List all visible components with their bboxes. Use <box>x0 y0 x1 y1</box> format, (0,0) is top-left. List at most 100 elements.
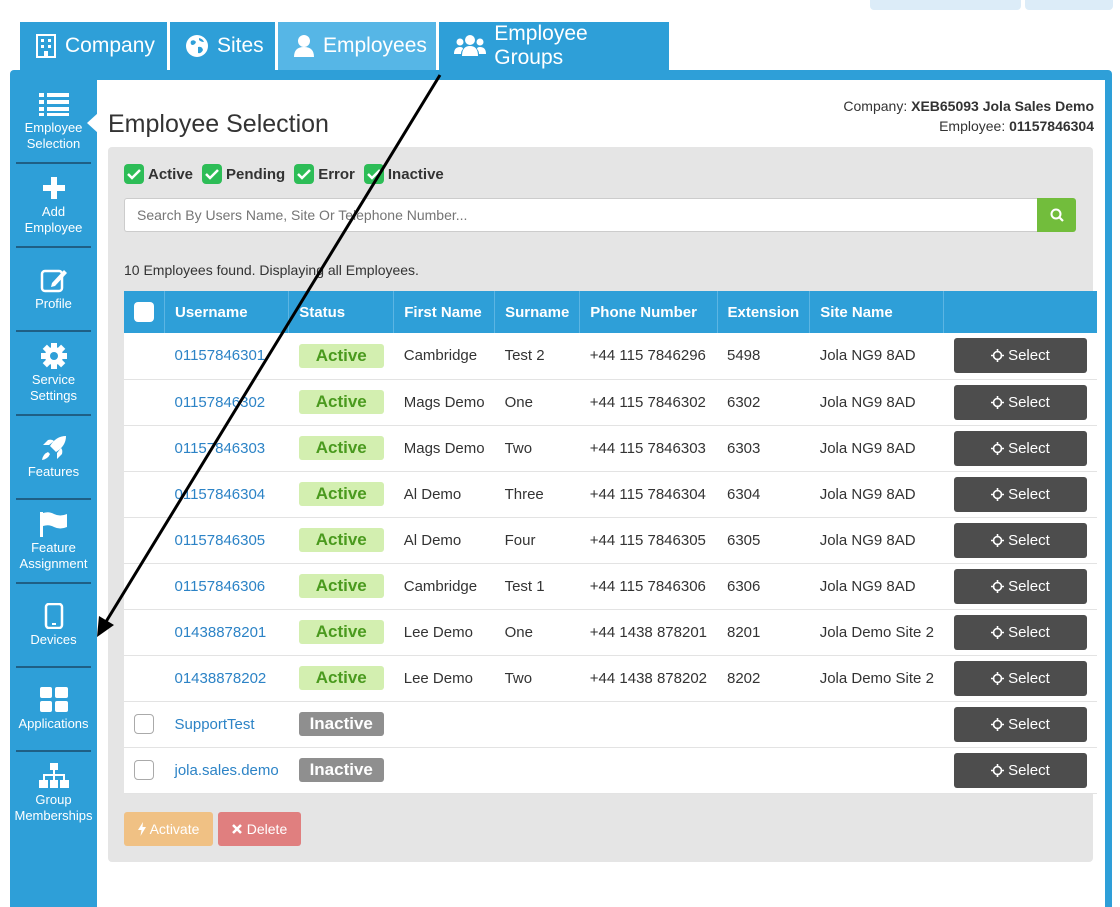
search-input[interactable] <box>124 198 1037 232</box>
extension-cell: 6305 <box>727 531 761 549</box>
header-first-name[interactable]: First Name <box>393 291 496 333</box>
status-badge: Active <box>298 574 384 598</box>
filter-label: Active <box>148 165 194 183</box>
table-row[interactable]: 01157846306 Active Cambridge Test 1 +44 115 … <box>124 563 1097 609</box>
top-toolbar-button-stub[interactable] <box>870 0 1021 10</box>
sidebar-item-employee-selection[interactable]: Employee Selection <box>10 80 98 162</box>
table-row[interactable]: 01157846302 Active Mags Demo One +44 115 784… <box>124 379 1097 425</box>
filter-pending[interactable]: Pending <box>202 164 285 184</box>
rocket-icon <box>40 434 68 462</box>
select-button[interactable]: Select <box>953 706 1087 742</box>
table-row[interactable]: 01438878201 Active Lee Demo One +44 1438 878… <box>124 609 1097 655</box>
header-status[interactable]: Status <box>288 291 395 333</box>
header-username[interactable]: Username <box>164 291 290 333</box>
bulk-actions: Activate Delete <box>124 812 301 846</box>
phone-number-cell: +44 115 7846302 <box>589 393 706 411</box>
username-link[interactable]: 01157846301 <box>174 347 266 365</box>
checkbox-checked-icon[interactable] <box>363 164 384 184</box>
header-select-all[interactable] <box>124 291 165 333</box>
checkbox-checked-icon[interactable] <box>202 164 223 184</box>
first-name-cell: Cambridge <box>403 577 478 595</box>
select-all-checkbox[interactable] <box>134 302 154 322</box>
filter-error[interactable]: Error <box>294 164 355 184</box>
select-button[interactable]: Select <box>953 614 1087 650</box>
phone-number-cell: +44 115 7846296 <box>589 347 706 365</box>
sidebar-item-add-employee[interactable]: Add Employee <box>10 164 97 246</box>
row-checkbox[interactable] <box>134 714 154 734</box>
checkbox-checked-icon[interactable] <box>294 164 315 184</box>
delete-button[interactable]: Delete <box>218 812 301 846</box>
extension-cell: 6303 <box>727 439 761 457</box>
phone-number-cell: +44 1438 878201 <box>589 623 707 641</box>
first-name-cell <box>394 701 495 747</box>
surname-cell: One <box>504 393 533 411</box>
crosshair-icon <box>991 763 1005 777</box>
sidebar-item-devices[interactable]: Devices <box>10 584 97 666</box>
status-cell: Active <box>289 425 394 471</box>
search-icon <box>1050 208 1064 222</box>
table-row[interactable]: 01157846303 Active Mags Demo Two +44 115 784… <box>124 425 1097 471</box>
header-surname[interactable]: Surname <box>494 291 581 333</box>
tab-company[interactable]: Company <box>20 22 167 70</box>
status-cell: Inactive <box>289 747 394 793</box>
table-row[interactable]: 01438878202 Active Lee Demo Two +44 1438 878… <box>124 655 1097 701</box>
sidebar-item-features[interactable]: Features <box>10 416 97 498</box>
sidebar-item-service-settings[interactable]: Service Settings <box>10 332 97 414</box>
header-site-name[interactable]: Site Name <box>809 291 945 333</box>
username-link[interactable]: 01157846306 <box>174 577 266 595</box>
activate-button[interactable]: Activate <box>124 812 213 846</box>
username-link[interactable]: 01157846305 <box>174 531 266 549</box>
select-cell: Select <box>944 517 1097 563</box>
username-link[interactable]: jola.sales.demo <box>174 761 279 779</box>
phone-number-cell: +44 115 7846303 <box>589 439 706 457</box>
gear-icon <box>40 342 67 370</box>
select-label: Select <box>1008 393 1050 411</box>
sidebar-divider <box>16 246 91 248</box>
select-button[interactable]: Select <box>953 430 1087 466</box>
table-row[interactable]: 01157846304 Active Al Demo Three +44 115 784… <box>124 471 1097 517</box>
tab-employees[interactable]: Employees <box>278 22 436 70</box>
username-link[interactable]: 01438878201 <box>174 623 267 641</box>
select-button[interactable]: Select <box>953 522 1087 558</box>
company-value: XEB65093 Jola Sales Demo <box>911 98 1094 114</box>
sidebar-divider <box>16 582 91 584</box>
filter-inactive[interactable]: Inactive <box>363 164 444 184</box>
tab-sites[interactable]: Sites <box>170 22 275 70</box>
tab-employee-groups[interactable]: Employee Groups <box>439 22 669 70</box>
site-name-cell: Jola NG9 8AD <box>819 393 916 411</box>
username-link[interactable]: 01157846304 <box>174 485 266 503</box>
bolt-icon <box>137 822 146 836</box>
status-cell: Active <box>289 379 394 425</box>
sidebar-item-feature-assignment[interactable]: Feature Assignment <box>10 500 97 582</box>
close-icon <box>231 824 242 834</box>
username-link[interactable]: SupportTest <box>174 715 255 733</box>
select-button[interactable]: Select <box>953 568 1087 604</box>
sidebar-item-applications[interactable]: Applications <box>10 668 97 750</box>
main-tabs: Company Sites Employees Employee Groups <box>20 22 669 70</box>
filter-active[interactable]: Active <box>124 164 193 184</box>
row-checkbox-cell <box>124 379 165 425</box>
tablet-icon <box>44 602 64 630</box>
header-phone-number[interactable]: Phone Number <box>579 291 718 333</box>
table-row[interactable]: SupportTest Inactive Select <box>124 701 1097 747</box>
select-button[interactable]: Select <box>953 660 1087 696</box>
table-row[interactable]: 01157846305 Active Al Demo Four +44 115 7846… <box>124 517 1097 563</box>
sidebar-item-group-memberships[interactable]: Group Memberships <box>10 752 97 834</box>
username-link[interactable]: 01438878202 <box>174 669 267 687</box>
select-button[interactable]: Select <box>953 384 1087 420</box>
table-row[interactable]: 01157846301 Active Cambridge Test 2 +44 115 … <box>124 333 1097 379</box>
checkbox-checked-icon[interactable] <box>124 164 144 184</box>
row-checkbox[interactable] <box>134 760 154 780</box>
header-extension[interactable]: Extension <box>717 291 811 333</box>
select-button[interactable]: Select <box>953 338 1087 374</box>
header-actions <box>944 291 1097 333</box>
top-toolbar-button-stub[interactable] <box>1025 0 1113 10</box>
search-button[interactable] <box>1037 198 1076 232</box>
site-name-cell <box>810 701 944 747</box>
username-link[interactable]: 01157846303 <box>174 439 266 457</box>
select-button[interactable]: Select <box>953 752 1087 788</box>
select-button[interactable]: Select <box>953 476 1087 512</box>
table-row[interactable]: jola.sales.demo Inactive Select <box>124 747 1097 793</box>
username-link[interactable]: 01157846302 <box>174 393 266 411</box>
sidebar-item-profile[interactable]: Profile <box>10 248 97 330</box>
